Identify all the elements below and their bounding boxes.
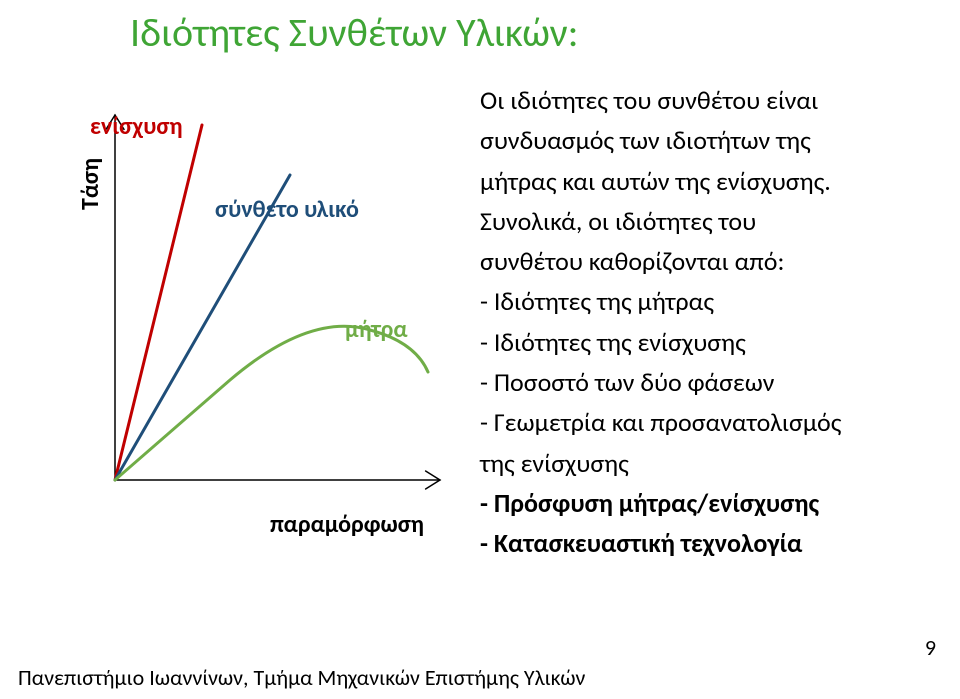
label-composite: σύνθετο υλικό (215, 195, 359, 224)
body-line: μήτρας και αυτών της ενίσχυσης. (480, 161, 940, 201)
x-axis-label: παραμόρφωση (270, 510, 424, 539)
label-reinforcement: ενίσχυση (90, 112, 183, 141)
body-line: - Γεωμετρία και προσανατολισμός (480, 402, 940, 442)
body-line: - Ποσοστό των δύο φάσεων (480, 362, 940, 402)
body-text: Οι ιδιότητες του συνθέτου είναι συνδυασμ… (480, 80, 940, 564)
slide-title: Ιδιότητες Συνθέτων Υλικών: (130, 8, 578, 57)
footer-text: Πανεπιστήμιο Ιωαννίνων, Τμήμα Μηχανικών … (18, 664, 585, 691)
body-line: - Ιδιότητες της μήτρας (480, 281, 940, 321)
y-axis-label: Τάση (76, 158, 105, 210)
body-line: συνθέτου καθορίζονται από: (480, 241, 940, 281)
body-line: - Ιδιότητες της ενίσχυσης (480, 322, 940, 362)
page-number: 9 (925, 634, 936, 661)
body-line-bold: - Κατασκευαστική τεχνολογία (480, 523, 940, 563)
body-line: της ενίσχυσης (480, 443, 940, 483)
label-matrix: μήτρα (345, 315, 408, 344)
body-line-bold: - Πρόσφυση μήτρας/ενίσχυσης (480, 483, 940, 523)
slide: Ιδιότητες Συνθέτων Υλικών: Τάση παραμόρφ… (0, 0, 960, 699)
chart-area: Τάση παραμόρφωση ενίσχυση σύνθετο υλικό … (20, 80, 470, 560)
body-line: Οι ιδιότητες του συνθέτου είναι (480, 80, 940, 120)
body-line: συνδυασμός των ιδιοτήτων της (480, 120, 940, 160)
body-line: Συνολικά, οι ιδιότητες του (480, 201, 940, 241)
